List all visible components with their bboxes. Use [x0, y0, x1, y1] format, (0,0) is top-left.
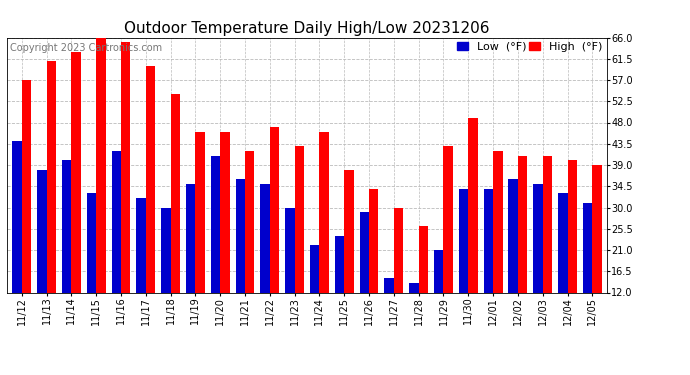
Bar	[270, 127, 279, 292]
Bar	[434, 250, 444, 292]
Bar	[170, 94, 180, 292]
Bar	[87, 194, 96, 292]
Bar	[359, 212, 369, 292]
Bar	[161, 207, 170, 292]
Bar	[369, 189, 379, 292]
Bar	[509, 179, 518, 292]
Bar	[37, 170, 47, 292]
Bar	[295, 146, 304, 292]
Bar	[62, 160, 71, 292]
Bar	[592, 165, 602, 292]
Bar	[384, 278, 394, 292]
Bar	[558, 194, 567, 292]
Bar	[235, 179, 245, 292]
Bar	[137, 198, 146, 292]
Bar	[469, 118, 477, 292]
Bar	[211, 156, 220, 292]
Bar	[394, 207, 403, 292]
Bar	[459, 189, 469, 292]
Bar	[583, 203, 592, 292]
Bar	[260, 184, 270, 292]
Bar	[319, 132, 329, 292]
Bar	[484, 189, 493, 292]
Bar	[47, 61, 56, 292]
Bar	[419, 226, 428, 292]
Bar	[12, 141, 22, 292]
Bar	[146, 66, 155, 292]
Bar	[121, 42, 130, 292]
Legend: Low  (°F), High  (°F): Low (°F), High (°F)	[452, 38, 607, 56]
Bar	[335, 236, 344, 292]
Bar	[285, 207, 295, 292]
Bar	[186, 184, 195, 292]
Bar	[220, 132, 230, 292]
Bar	[543, 156, 552, 292]
Bar	[518, 156, 527, 292]
Bar	[493, 151, 502, 292]
Bar	[444, 146, 453, 292]
Bar	[71, 52, 81, 292]
Title: Outdoor Temperature Daily High/Low 20231206: Outdoor Temperature Daily High/Low 20231…	[124, 21, 490, 36]
Bar	[344, 170, 354, 292]
Bar	[112, 151, 121, 292]
Bar	[567, 160, 577, 292]
Text: Copyright 2023 Cartronics.com: Copyright 2023 Cartronics.com	[10, 43, 162, 52]
Bar	[409, 283, 419, 292]
Bar	[310, 245, 319, 292]
Bar	[245, 151, 255, 292]
Bar	[195, 132, 205, 292]
Bar	[22, 80, 31, 292]
Bar	[533, 184, 543, 292]
Bar	[96, 38, 106, 292]
